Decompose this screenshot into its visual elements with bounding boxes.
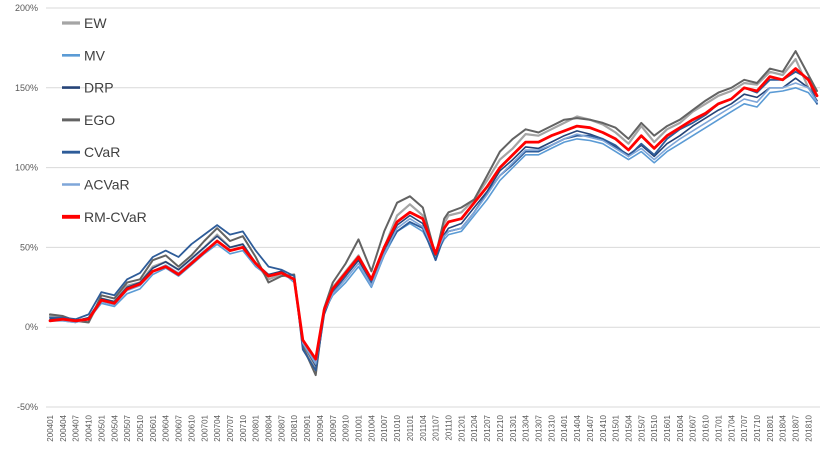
legend: EW MV DRP EGO CVaR ACVaR RM-CVaR: [62, 15, 147, 225]
legend-label-drp: DRP: [84, 80, 114, 96]
x-tick-label: 200904: [316, 414, 325, 441]
series-line-drp: [49, 77, 818, 367]
x-tick-label: 200810: [290, 414, 299, 441]
legend-label-rm-cvar: RM-CVaR: [84, 209, 147, 225]
y-tick-label: 0%: [25, 322, 38, 332]
x-tick-label: 201307: [534, 414, 543, 441]
x-tick-label: 200804: [265, 414, 274, 441]
x-tick-label: 201101: [406, 414, 415, 441]
x-tick-label: 200501: [97, 414, 106, 441]
x-tick-label: 201301: [509, 414, 518, 441]
legend-label-ego: EGO: [84, 112, 115, 128]
x-tick-label: 200601: [149, 414, 158, 441]
x-tick-label: 200410: [85, 414, 94, 441]
x-tick-label: 200507: [123, 414, 132, 441]
x-tick-label: 201310: [547, 414, 556, 441]
x-tick-label: 201707: [740, 414, 749, 441]
series-lines: [48, 50, 819, 377]
x-tick-label: 200907: [329, 414, 338, 441]
x-tick-label: 201807: [792, 414, 801, 441]
legend-label-cvar: CVaR: [84, 144, 120, 160]
x-tick-label: 201701: [714, 414, 723, 441]
x-tick-label: 200901: [303, 414, 312, 441]
x-tick-label: 200701: [200, 414, 209, 441]
x-tick-label: 201504: [624, 414, 633, 441]
series-line-rm-cvar: [48, 67, 819, 361]
x-tick-label: 200910: [342, 414, 351, 441]
x-tick-label: 201210: [496, 414, 505, 441]
x-tick-label: 200510: [136, 414, 145, 441]
x-tick-label: 200404: [59, 414, 68, 441]
x-tick-label: 201610: [702, 414, 711, 441]
series-line-ew: [48, 57, 819, 370]
x-tick-label: 200607: [175, 414, 184, 441]
x-axis-tick-labels: 200401 200404 200407 200410 200501 200504 2005…: [46, 414, 813, 441]
series-line-cvar: [49, 70, 818, 372]
legend-label-mv: MV: [84, 47, 106, 63]
x-tick-label: 201607: [689, 414, 698, 441]
x-tick-label: 200801: [252, 414, 261, 441]
x-tick-label: 200610: [187, 414, 196, 441]
y-tick-label: 150%: [15, 83, 38, 93]
y-axis-tick-labels: -50% 0% 50% 100% 150% 200%: [15, 3, 38, 412]
legend-label-acvar: ACVaR: [84, 177, 130, 193]
x-tick-label: 201710: [753, 414, 762, 441]
x-tick-label: 201810: [804, 414, 813, 441]
x-tick-label: 201410: [599, 414, 608, 441]
x-tick-label: 200504: [110, 414, 119, 441]
x-tick-label: 201010: [393, 414, 402, 441]
x-tick-label: 200704: [213, 414, 222, 441]
x-tick-label: 201304: [522, 414, 531, 441]
x-tick-label: 201207: [483, 414, 492, 441]
x-tick-label: 201401: [560, 414, 569, 441]
x-tick-label: 201510: [650, 414, 659, 441]
x-tick-label: 201110: [444, 414, 453, 440]
x-tick-label: 201007: [380, 414, 389, 441]
x-tick-label: 201001: [355, 414, 364, 441]
x-tick-label: 200604: [162, 414, 171, 441]
x-tick-label: 200807: [277, 414, 286, 441]
x-tick-label: 201801: [766, 414, 775, 441]
gridlines: [46, 7, 820, 408]
x-tick-label: 201804: [779, 414, 788, 441]
y-tick-label: 200%: [15, 3, 38, 13]
y-tick-label: 50%: [20, 242, 38, 252]
x-tick-label: 201704: [727, 414, 736, 441]
x-tick-label: 200401: [46, 414, 55, 441]
x-tick-label: 201201: [457, 414, 466, 441]
x-tick-label: 201004: [367, 414, 376, 441]
series-line-acvar: [49, 82, 818, 365]
x-tick-label: 200407: [72, 414, 81, 441]
x-tick-label: 201407: [586, 414, 595, 441]
x-tick-label: 201404: [573, 414, 582, 441]
y-tick-label: -50%: [17, 402, 38, 412]
x-tick-label: 200710: [239, 414, 248, 441]
x-tick-label: 200707: [226, 414, 235, 441]
x-tick-label: 201507: [637, 414, 646, 441]
x-tick-label: 201104: [419, 414, 428, 441]
x-tick-label: 201604: [676, 414, 685, 441]
x-tick-label: 201204: [470, 414, 479, 441]
y-tick-label: 100%: [15, 163, 38, 173]
series-line-mv: [49, 87, 818, 364]
legend-label-ew: EW: [84, 15, 107, 31]
x-tick-label: 201501: [612, 414, 621, 441]
series-line-ego: [49, 50, 818, 377]
x-tick-label: 201601: [663, 414, 672, 441]
x-tick-label: 201107: [432, 414, 441, 441]
